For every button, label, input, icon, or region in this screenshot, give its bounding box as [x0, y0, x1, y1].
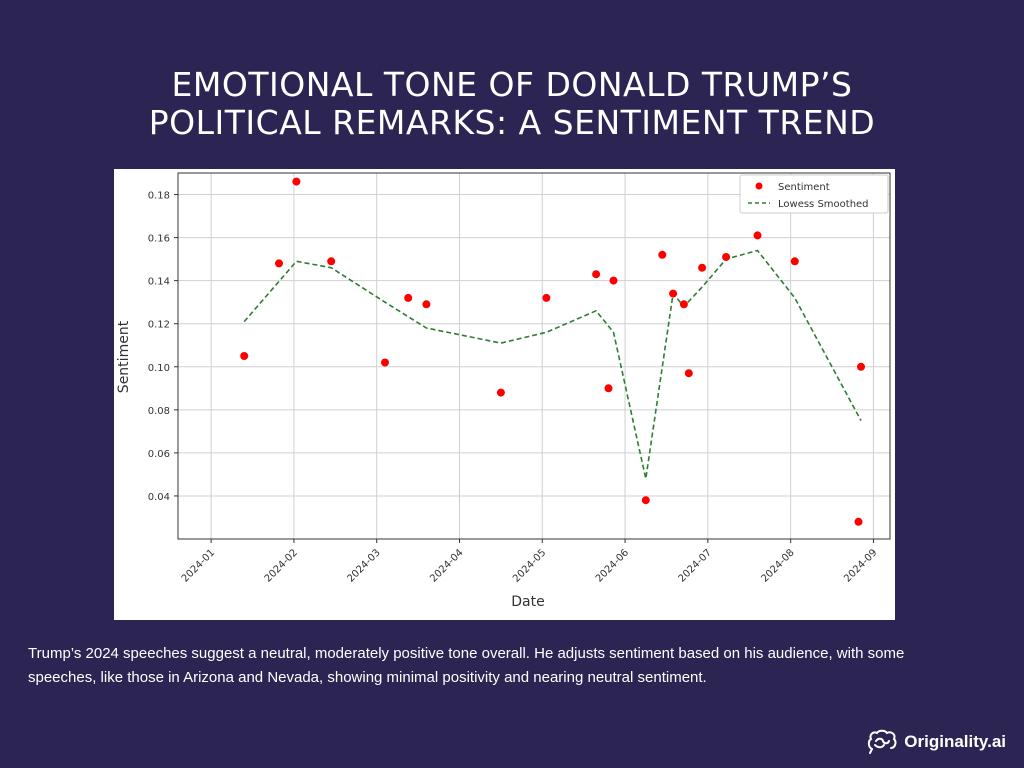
sentiment-point — [292, 177, 301, 186]
sentiment-point — [592, 270, 601, 279]
y-tick-label: 0.08 — [148, 406, 170, 417]
title-line-2: POLITICAL REMARKS: A SENTIMENT TREND — [148, 103, 876, 142]
x-tick-label: 2024-01 — [180, 547, 217, 584]
x-tick-label: 2024-09 — [842, 547, 879, 584]
sentiment-point — [381, 358, 389, 367]
legend: Sentiment Lowess Smoothed — [739, 174, 889, 214]
x-tick-label: 2024-02 — [263, 547, 300, 584]
sentiment-point — [790, 257, 799, 266]
legend-marker-sentiment — [755, 182, 763, 190]
legend-label-smoothed: Lowess Smoothed — [778, 199, 869, 210]
y-tick-label: 0.12 — [148, 320, 170, 331]
y-tick-label: 0.16 — [148, 234, 170, 245]
y-tick-label: 0.10 — [148, 363, 170, 374]
sentiment-point — [679, 300, 688, 309]
x-tick-label: 2024-05 — [511, 547, 548, 584]
smoothed-line — [243, 249, 862, 479]
grid-layer — [178, 173, 890, 539]
y-tick-layer: 0.04 0.06 0.08 0.10 0.12 0.14 0.16 0.18 — [148, 191, 178, 503]
sentiment-point — [698, 263, 707, 272]
chart-panel: 0.04 0.06 0.08 0.10 0.12 0.14 0.16 0.18 2024-01… — [114, 169, 895, 620]
brain-icon — [868, 729, 897, 754]
sentiment-point — [496, 388, 505, 397]
legend-box — [739, 174, 889, 214]
sentiment-point — [658, 250, 667, 259]
x-tick-layer: 2024-01 2024-02 2024-03 2024-04 2024-05 2024-… — [180, 539, 880, 585]
sentiment-point — [327, 257, 336, 266]
x-axis-label: Date — [511, 594, 544, 610]
sentiment-point — [542, 293, 551, 302]
sentiment-point — [684, 369, 693, 378]
x-tick-label: 2024-04 — [428, 547, 465, 584]
title-line-1: EMOTIONAL TONE OF DONALD TRUMP’S — [171, 65, 853, 104]
scatter-point-layer — [240, 177, 865, 526]
sentiment-point — [669, 289, 678, 298]
x-tick-label: 2024-07 — [677, 547, 714, 584]
x-tick-label: 2024-03 — [345, 547, 382, 584]
y-tick-label: 0.18 — [148, 191, 170, 202]
sentiment-point — [753, 231, 762, 240]
caption-text: Trump’s 2024 speeches suggest a neutral,… — [28, 645, 905, 686]
x-tick-label: 2024-08 — [759, 547, 796, 584]
x-tick-label: 2024-06 — [594, 547, 631, 584]
plot-frame — [177, 172, 891, 540]
legend-label-sentiment: Sentiment — [778, 182, 830, 193]
y-tick-label: 0.14 — [148, 277, 170, 288]
sentiment-point — [609, 276, 618, 285]
sentiment-chart: 0.04 0.06 0.08 0.10 0.12 0.14 0.16 0.18 2024-01… — [116, 172, 891, 610]
sentiment-point — [404, 293, 413, 302]
brand-logo: Originality.ai — [866, 727, 1006, 757]
page-title: EMOTIONAL TONE OF DONALD TRUMP’S POLITIC… — [0, 66, 1024, 142]
sentiment-point — [854, 517, 863, 526]
sentiment-point — [641, 496, 650, 505]
brand-name: Originality.ai — [904, 732, 1006, 751]
sentiment-point — [275, 259, 283, 268]
y-tick-label: 0.06 — [148, 449, 170, 460]
sentiment-point — [240, 352, 249, 360]
smoothed-line-layer — [243, 249, 862, 479]
y-tick-label: 0.04 — [148, 492, 170, 503]
sentiment-point — [604, 384, 613, 393]
y-axis-label: Sentiment — [116, 320, 132, 393]
sentiment-point — [422, 300, 431, 309]
sentiment-point — [722, 253, 731, 261]
sentiment-point — [857, 362, 865, 371]
